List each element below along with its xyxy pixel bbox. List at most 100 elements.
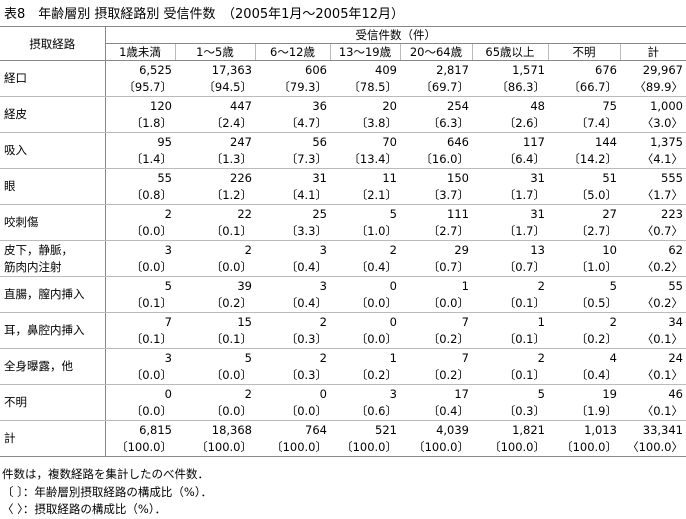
row-label-line: 眼 — [4, 179, 16, 193]
cell: 62 〈0.2〉 — [620, 240, 686, 277]
count: 2 — [319, 314, 327, 329]
cell: 3 〔0.4〕 — [255, 240, 330, 277]
column-header: 13～19歳 — [329, 43, 400, 61]
cell: 11 〔2.1〕 — [330, 168, 400, 205]
count: 0 — [389, 278, 397, 293]
ratio: 〔0.0〕 — [285, 403, 327, 418]
cell: 3 〔0.0〕 — [105, 348, 175, 385]
ratio: 〔13.4〕 — [348, 151, 397, 166]
ratio: 〔1.0〕 — [355, 223, 397, 238]
row-label-line: 全身曝露，他 — [4, 359, 73, 373]
cell: 2,817 〔69.7〕 — [400, 60, 472, 97]
column-header: 6～12歳 — [254, 43, 330, 61]
count: 10 — [602, 242, 617, 257]
count: 4,039 — [436, 422, 469, 437]
ratio: 〔0.0〕 — [130, 367, 172, 382]
cell: 144 〔14.2〕 — [548, 132, 620, 169]
notes: 件数は，複数経路を集計したのべ件数． 〔 〕：年齢層別摂取経路の構成比（%）． 〈 … — [2, 466, 212, 519]
table-row: 直腸，膣内挿入 5 〔0.1〕 39 〔0.2〕 3 〔0.4〕 0 〔0.0〕 1 〔0.0〕 2 〔… — [0, 276, 686, 313]
ratio: 〔2.6〕 — [503, 115, 545, 130]
table-row: 眼 55 〔0.8〕 226 〔1.2〕 31 〔4.1〕 11 〔2.1〕 150 〔3.7〕 31… — [0, 168, 686, 205]
cell: 17,363 〔94.5〕 — [175, 60, 255, 97]
cell: 1,375 〈4.1〉 — [620, 132, 686, 169]
count: 5 — [609, 278, 617, 293]
count: 27 — [602, 206, 617, 221]
count: 5 — [537, 386, 545, 401]
ratio: 〔0.0〕 — [130, 223, 172, 238]
ratio: 〔69.7〕 — [420, 79, 469, 94]
cell: 223 〈0.7〉 — [620, 204, 686, 241]
count: 3 — [319, 278, 327, 293]
cell: 46 〈0.1〉 — [620, 384, 686, 421]
cell: 226 〔1.2〕 — [175, 168, 255, 205]
ratio: 〔0.1〕 — [503, 295, 545, 310]
cell: 29 〔0.7〕 — [400, 240, 472, 277]
cell: 5 〔0.1〕 — [105, 276, 175, 313]
count: 55 — [668, 278, 683, 293]
ratio: 〔0.3〕 — [285, 331, 327, 346]
count: 2 — [319, 350, 327, 365]
cell: 56 〔7.3〕 — [255, 132, 330, 169]
ratio: 〈0.1〉 — [641, 403, 683, 418]
ratio: 〔4.7〕 — [285, 115, 327, 130]
ratio: 〔0.1〕 — [503, 331, 545, 346]
cell: 646 〔16.0〕 — [400, 132, 472, 169]
count: 254 — [447, 98, 469, 113]
count: 1,375 — [650, 134, 683, 149]
ratio: 〔0.3〕 — [503, 403, 545, 418]
count: 46 — [668, 386, 683, 401]
ratio: 〔100.0〕 — [196, 439, 252, 454]
ratio: 〔2.1〕 — [355, 187, 397, 202]
ratio: 〔0.3〕 — [285, 367, 327, 382]
cell: 18,368 〔100.0〕 — [175, 420, 255, 457]
ratio: 〔4.1〕 — [285, 187, 327, 202]
table-row: 皮下，静脈， 筋肉内注射 3 〔0.0〕 2 〔0.0〕 3 〔0.4〕 2 〔0.4〕 29 〔0.… — [0, 240, 686, 277]
count: 5 — [389, 206, 397, 221]
count: 764 — [305, 422, 327, 437]
ratio: 〈4.1〉 — [641, 151, 683, 166]
cell: 31 〔4.1〕 — [255, 168, 330, 205]
count: 29,967 — [642, 62, 683, 77]
count: 120 — [150, 98, 172, 113]
ratio: 〔5.0〕 — [575, 187, 617, 202]
row-label: 全身曝露，他 — [0, 348, 106, 385]
count: 51 — [602, 170, 617, 185]
cell: 521 〔100.0〕 — [330, 420, 400, 457]
cell: 27 〔2.7〕 — [548, 204, 620, 241]
count: 95 — [157, 134, 172, 149]
cell: 7 〔0.2〕 — [400, 348, 472, 385]
cell: 1 〔0.1〕 — [472, 312, 548, 349]
count: 19 — [602, 386, 617, 401]
ratio: 〔0.0〕 — [130, 403, 172, 418]
cell: 95 〔1.4〕 — [105, 132, 175, 169]
count: 2 — [244, 242, 252, 257]
ratio: 〔0.4〕 — [285, 295, 327, 310]
count: 22 — [237, 206, 252, 221]
cell: 6,815 〔100.0〕 — [105, 420, 175, 457]
table-row: 計 6,815 〔100.0〕 18,368 〔100.0〕 764 〔100.0〕 521 〔… — [0, 420, 686, 457]
row-label: 不明 — [0, 384, 106, 421]
ratio: 〔100.0〕 — [116, 439, 172, 454]
cell: 676 〔66.7〕 — [548, 60, 620, 97]
cell: 2 〔0.3〕 — [255, 348, 330, 385]
count: 29 — [454, 242, 469, 257]
count: 555 — [661, 170, 683, 185]
ratio: 〈0.2〉 — [641, 259, 683, 274]
ratio: 〔100.0〕 — [489, 439, 545, 454]
row-label-line: 耳，鼻腔内挿入 — [4, 323, 85, 337]
column-header: 65歳以上 — [471, 43, 548, 61]
cell: 2 〔0.0〕 — [105, 204, 175, 241]
ratio: 〔1.8〕 — [130, 115, 172, 130]
cell: 19 〔1.9〕 — [548, 384, 620, 421]
column-header: 1歳未満 — [104, 43, 175, 61]
ratio: 〔0.2〕 — [427, 331, 469, 346]
cell: 0 〔0.0〕 — [330, 312, 400, 349]
ratio: 〈100.0〉 — [627, 439, 683, 454]
cell: 17 〔0.4〕 — [400, 384, 472, 421]
count: 1,571 — [512, 62, 545, 77]
ratio: 〔7.3〕 — [285, 151, 327, 166]
count: 0 — [164, 386, 172, 401]
column-header: 20～64歳 — [399, 43, 472, 61]
cell: 555 〈1.7〉 — [620, 168, 686, 205]
count: 1 — [389, 350, 397, 365]
